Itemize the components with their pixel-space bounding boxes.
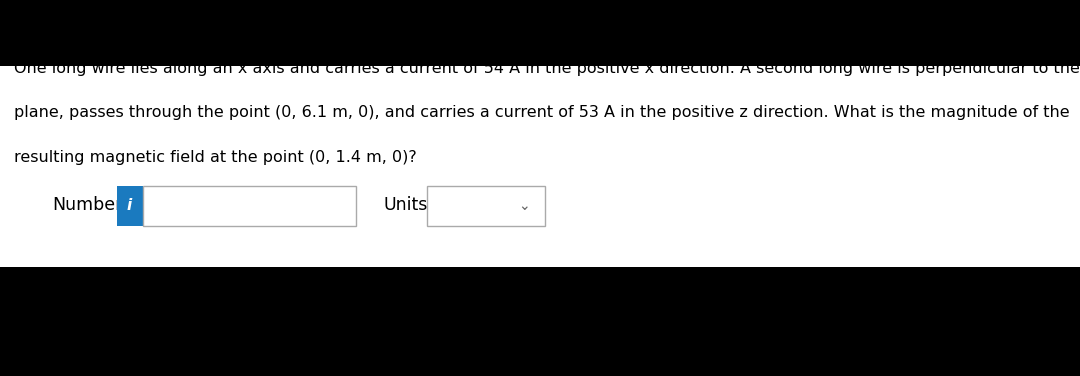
FancyBboxPatch shape [0, 66, 1080, 267]
FancyBboxPatch shape [117, 186, 143, 226]
Text: ⌄: ⌄ [518, 199, 530, 213]
FancyBboxPatch shape [427, 186, 545, 226]
Text: One long wire lies along an x axis and carries a current of 54 A in the positive: One long wire lies along an x axis and c… [14, 61, 1080, 76]
FancyBboxPatch shape [0, 0, 1080, 66]
Text: Units: Units [383, 196, 428, 214]
Text: resulting magnetic field at the point (0, 1.4 m, 0)?: resulting magnetic field at the point (0… [14, 150, 417, 165]
Text: Number: Number [52, 196, 122, 214]
FancyBboxPatch shape [0, 267, 1080, 376]
FancyBboxPatch shape [143, 186, 356, 226]
Text: i: i [127, 199, 132, 213]
Text: plane, passes through the point (0, 6.1 m, 0), and carries a current of 53 A in : plane, passes through the point (0, 6.1 … [14, 105, 1069, 120]
